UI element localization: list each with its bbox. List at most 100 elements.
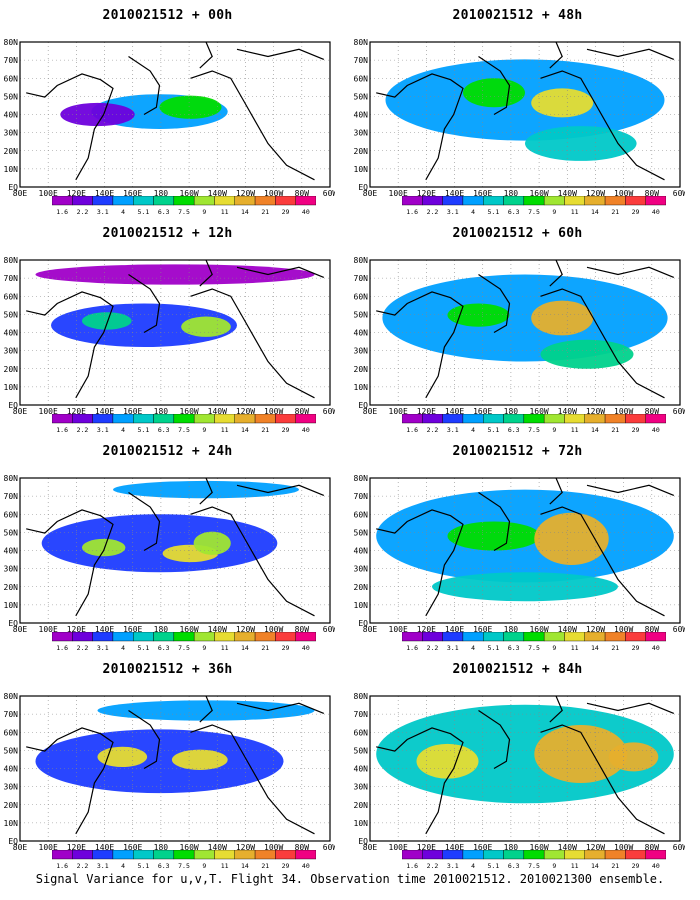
longitude-label: 140E: [445, 407, 464, 414]
longitude-label: 160W: [179, 189, 198, 196]
colorbar-swatch: [584, 632, 606, 642]
coastline: [586, 266, 675, 278]
colorbar-label: 5.1: [488, 644, 500, 652]
latitude-label: 30N: [354, 565, 369, 574]
colorbar-swatch: [503, 632, 525, 642]
latitude-label: 10N: [4, 383, 19, 392]
longitude-label: 160E: [123, 407, 142, 414]
panel-title: 2010021512 + 60h: [452, 226, 583, 241]
latitude-label: 20N: [4, 801, 19, 810]
colorbar-swatch: [193, 850, 215, 860]
colorbar-swatch: [503, 196, 525, 206]
latitude-label: 50N: [354, 746, 369, 755]
longitude-label: 120E: [67, 625, 86, 632]
colorbar-swatch: [422, 196, 443, 206]
colorbar-label: 4: [471, 426, 475, 434]
map-frame: [19, 695, 331, 842]
coastline: [128, 56, 161, 116]
longitude-label: 100W: [264, 843, 283, 850]
colorbar-swatch: [523, 414, 545, 424]
latitude-label: 40N: [354, 111, 369, 120]
colorbar-label: 1.6: [406, 208, 418, 216]
longitude-label: 80W: [295, 843, 310, 850]
colorbar-swatch: [275, 414, 296, 424]
latitude-label: 50N: [354, 310, 369, 319]
variance-contour: [171, 749, 228, 770]
longitude-label: 180: [504, 625, 519, 632]
latitude-label: 80N: [4, 474, 19, 483]
colorbar-swatch: [645, 196, 666, 206]
colorbar-swatch: [193, 196, 215, 206]
colorbar-swatch: [402, 632, 423, 642]
colorbar-swatch: [133, 196, 154, 206]
coastline: [128, 274, 161, 334]
colorbar-label: 21: [261, 862, 269, 870]
colorbar-label: 9: [552, 208, 556, 216]
latitude-label: 40N: [4, 329, 19, 338]
latitude-label: 10N: [4, 601, 19, 610]
map-frame: [369, 695, 681, 842]
colorbar-swatch: [503, 850, 525, 860]
colorbar-swatch: [604, 414, 626, 424]
coastline: [540, 724, 665, 835]
colorbar-label: 11: [221, 426, 229, 434]
longitude-label: 80E: [13, 189, 28, 196]
colorbar-swatch: [442, 196, 464, 206]
colorbar-swatch: [442, 414, 464, 424]
latitude-label: EQ: [358, 183, 368, 192]
colorbar-label: 2.2: [427, 862, 439, 870]
longitude-label: 140W: [558, 843, 577, 850]
longitude-label: 80E: [363, 843, 378, 850]
colorbar-swatch: [173, 850, 195, 860]
colorbar-label: 2.2: [427, 644, 439, 652]
panel-title: 2010021512 + 00h: [102, 8, 233, 23]
longitude-label: 160E: [473, 843, 492, 850]
latitude-label: 70N: [4, 492, 19, 501]
coastline: [540, 70, 665, 181]
colorbar-label: 2.2: [77, 862, 89, 870]
colorbar-label: 4: [471, 862, 475, 870]
longitude-label: 80E: [13, 625, 28, 632]
longitude-label: 100E: [389, 189, 408, 196]
colorbar-swatch: [234, 196, 256, 206]
coastline: [199, 696, 213, 723]
longitude-label: 160E: [123, 843, 142, 850]
colorbar-swatch: [645, 850, 666, 860]
colorbar-label: 4: [471, 644, 475, 652]
colorbar-swatch: [275, 196, 296, 206]
colorbar-swatch: [153, 196, 175, 206]
coastline: [586, 484, 675, 496]
longitude-label: 100W: [264, 625, 283, 632]
longitude-label: 140W: [558, 625, 577, 632]
colorbar-swatch: [214, 196, 235, 206]
longitude-label: 140E: [95, 189, 114, 196]
latitude-label: 50N: [4, 746, 19, 755]
colorbar-label: 1.6: [56, 426, 68, 434]
latitude-label: 10N: [354, 383, 369, 392]
colorbar-swatch: [112, 414, 134, 424]
colorbar-swatch: [52, 850, 73, 860]
latitude-label: 60N: [4, 510, 19, 519]
longitude-label: 120E: [67, 407, 86, 414]
colorbar-label: 1.6: [56, 644, 68, 652]
colorbar-label: 9: [552, 644, 556, 652]
colorbar-label: 29: [282, 208, 290, 216]
colorbar-label: 21: [261, 644, 269, 652]
colorbar-swatch: [153, 632, 175, 642]
colorbar-label: 2.2: [77, 208, 89, 216]
map-frame: [19, 41, 331, 188]
latitude-label: 30N: [4, 783, 19, 792]
colorbar-label: 9: [202, 862, 206, 870]
colorbar-label: 7.5: [178, 208, 190, 216]
longitude-label: 120W: [236, 189, 255, 196]
coastline: [26, 73, 114, 181]
figure-caption: Signal Variance for u,v,T. Flight 34. Ob…: [35, 872, 665, 886]
latitude-label: 10N: [4, 165, 19, 174]
latitude-label: 70N: [4, 56, 19, 65]
colorbar-label: 6.3: [158, 644, 170, 652]
colorbar-swatch: [92, 196, 114, 206]
coastline: [478, 710, 511, 770]
colorbar-label: 5.1: [138, 208, 150, 216]
longitude-label: 140E: [95, 407, 114, 414]
